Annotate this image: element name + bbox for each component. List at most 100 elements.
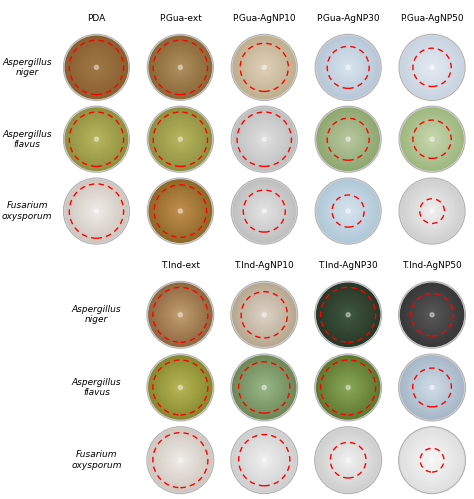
Circle shape	[328, 118, 369, 160]
Circle shape	[175, 309, 186, 320]
Circle shape	[321, 360, 375, 415]
Circle shape	[429, 312, 435, 318]
Circle shape	[428, 63, 436, 71]
Circle shape	[341, 307, 356, 322]
Circle shape	[67, 110, 126, 168]
Circle shape	[420, 449, 444, 472]
Circle shape	[174, 454, 187, 467]
Circle shape	[231, 354, 298, 421]
Text: T.Ind-AgNP50: T.Ind-AgNP50	[402, 261, 462, 270]
Circle shape	[404, 183, 460, 239]
Circle shape	[251, 54, 278, 81]
Circle shape	[169, 376, 192, 399]
Circle shape	[261, 64, 267, 70]
Circle shape	[173, 204, 188, 219]
Circle shape	[420, 376, 444, 399]
Circle shape	[426, 381, 438, 394]
Circle shape	[333, 446, 363, 475]
Circle shape	[149, 283, 212, 346]
Circle shape	[152, 39, 209, 95]
Circle shape	[417, 52, 447, 83]
Circle shape	[318, 430, 379, 491]
Circle shape	[430, 313, 434, 317]
Circle shape	[422, 201, 442, 222]
Circle shape	[166, 197, 195, 226]
Circle shape	[171, 202, 190, 221]
Circle shape	[237, 433, 292, 488]
Circle shape	[243, 439, 285, 481]
Circle shape	[246, 194, 282, 229]
Circle shape	[324, 436, 373, 485]
Circle shape	[254, 129, 274, 150]
Circle shape	[337, 449, 360, 472]
Circle shape	[151, 431, 210, 490]
Circle shape	[177, 136, 183, 142]
Circle shape	[231, 178, 297, 244]
Circle shape	[254, 450, 275, 471]
Circle shape	[424, 59, 440, 76]
Circle shape	[157, 116, 203, 162]
Circle shape	[64, 106, 129, 172]
Circle shape	[413, 369, 451, 406]
Circle shape	[405, 287, 459, 342]
Circle shape	[179, 138, 182, 140]
Circle shape	[255, 130, 273, 149]
Circle shape	[175, 134, 185, 144]
Circle shape	[232, 107, 296, 171]
Circle shape	[245, 47, 284, 87]
Circle shape	[163, 442, 198, 478]
Circle shape	[242, 189, 286, 233]
Circle shape	[336, 127, 361, 152]
Circle shape	[93, 208, 100, 214]
Circle shape	[416, 299, 448, 330]
Circle shape	[406, 434, 458, 487]
Circle shape	[179, 314, 182, 316]
Circle shape	[246, 122, 282, 157]
Circle shape	[249, 196, 280, 227]
Circle shape	[431, 138, 433, 140]
Circle shape	[402, 109, 462, 169]
Circle shape	[161, 119, 200, 159]
Circle shape	[343, 455, 354, 466]
Circle shape	[235, 38, 293, 96]
Circle shape	[94, 209, 99, 213]
Circle shape	[344, 135, 352, 143]
Circle shape	[412, 440, 452, 480]
Circle shape	[333, 196, 364, 227]
Circle shape	[154, 288, 207, 341]
Text: Aspergillus
flavus: Aspergillus flavus	[72, 378, 121, 397]
Circle shape	[167, 54, 194, 81]
Circle shape	[249, 124, 280, 155]
Circle shape	[430, 385, 434, 390]
Circle shape	[168, 448, 193, 473]
Circle shape	[253, 128, 276, 151]
Circle shape	[420, 128, 444, 151]
Circle shape	[83, 54, 110, 81]
Circle shape	[252, 55, 277, 80]
Circle shape	[326, 293, 370, 337]
Circle shape	[321, 287, 375, 342]
Circle shape	[155, 186, 205, 236]
Circle shape	[147, 427, 214, 494]
Circle shape	[262, 65, 266, 69]
Circle shape	[172, 203, 189, 220]
Circle shape	[178, 209, 182, 213]
Circle shape	[321, 40, 375, 94]
Circle shape	[323, 42, 373, 92]
Circle shape	[76, 190, 117, 232]
Circle shape	[155, 185, 206, 237]
Circle shape	[399, 178, 465, 244]
Circle shape	[346, 209, 350, 213]
Circle shape	[340, 306, 356, 323]
Circle shape	[328, 190, 369, 232]
Circle shape	[172, 379, 189, 396]
Circle shape	[178, 313, 182, 317]
Circle shape	[234, 181, 294, 241]
Circle shape	[69, 40, 124, 94]
Circle shape	[325, 437, 371, 484]
Circle shape	[256, 131, 273, 148]
Circle shape	[233, 36, 295, 99]
Circle shape	[171, 58, 190, 77]
Circle shape	[346, 313, 350, 317]
Circle shape	[240, 436, 289, 485]
